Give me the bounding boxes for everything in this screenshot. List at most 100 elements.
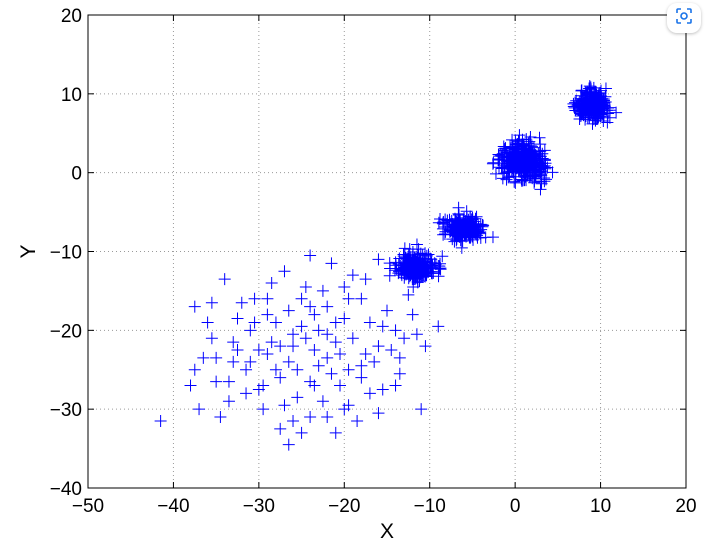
data-point (299, 280, 312, 293)
data-point (518, 167, 531, 180)
data-point (537, 161, 550, 174)
data-point (440, 218, 453, 231)
data-point (528, 176, 541, 189)
data-points (154, 80, 623, 451)
data-point (406, 245, 419, 258)
data-point (389, 324, 402, 337)
data-point (274, 340, 287, 353)
data-point (355, 359, 368, 372)
data-point (402, 288, 415, 301)
data-point (577, 107, 590, 120)
data-point (415, 403, 428, 416)
data-point (581, 86, 594, 99)
data-point (519, 165, 532, 178)
data-point (197, 351, 210, 364)
data-point (278, 399, 291, 412)
data-point (269, 363, 282, 376)
data-point (265, 277, 278, 290)
x-axis-label: X (380, 520, 394, 542)
data-point (205, 296, 218, 309)
data-point (304, 249, 317, 262)
data-point (528, 161, 541, 174)
data-point (610, 106, 623, 119)
data-point (321, 351, 334, 364)
lens-button[interactable] (667, 3, 701, 33)
data-point (295, 292, 308, 305)
data-point (368, 355, 381, 368)
data-point (589, 112, 602, 125)
data-point (383, 269, 396, 282)
data-point (359, 273, 372, 286)
data-point (257, 379, 270, 392)
data-point (231, 344, 244, 357)
data-point (222, 375, 235, 388)
data-point (338, 403, 351, 416)
data-point (321, 328, 334, 341)
data-point (282, 355, 295, 368)
data-point (419, 247, 432, 260)
y-axis-label: Y (17, 244, 40, 258)
data-point (420, 249, 433, 262)
data-point (509, 170, 522, 183)
data-point (321, 300, 334, 313)
data-point (355, 371, 368, 384)
data-point (338, 280, 351, 293)
data-point (261, 347, 274, 360)
data-point (432, 320, 445, 333)
data-point (533, 131, 546, 144)
data-point (218, 273, 231, 286)
data-point (465, 213, 478, 226)
data-point (291, 363, 304, 376)
data-point (372, 253, 385, 266)
data-point (240, 363, 253, 376)
data-point (469, 221, 482, 234)
data-point (261, 292, 274, 305)
data-point (299, 332, 312, 345)
data-point (240, 387, 253, 400)
data-point (579, 86, 592, 99)
x-tick-label: −10 (414, 496, 446, 517)
data-point (407, 280, 420, 293)
data-point (425, 267, 438, 280)
data-point (526, 160, 539, 173)
data-point (359, 347, 372, 360)
data-point (534, 144, 547, 157)
data-point (227, 355, 240, 368)
data-point (504, 148, 517, 161)
data-point (235, 296, 248, 309)
data-point (376, 320, 389, 333)
data-point (312, 324, 325, 337)
data-point (595, 92, 608, 105)
data-point (210, 375, 223, 388)
data-point (308, 308, 321, 321)
y-tick-label: −30 (50, 400, 82, 421)
data-point (304, 300, 317, 313)
data-point (443, 215, 456, 228)
data-point (342, 363, 355, 376)
data-point (334, 347, 347, 360)
data-point (274, 422, 287, 435)
lens-scan-icon (675, 7, 693, 30)
data-point (432, 270, 445, 283)
data-point (312, 359, 325, 372)
data-point (441, 220, 454, 233)
data-point (304, 411, 317, 424)
data-point (452, 201, 465, 214)
data-point (411, 252, 424, 265)
data-point (419, 340, 432, 353)
data-point (346, 332, 359, 345)
data-point (154, 414, 167, 427)
data-point (474, 231, 487, 244)
y-tick-label: −10 (50, 243, 82, 264)
data-point (282, 438, 295, 451)
data-point (231, 312, 244, 325)
data-point (278, 265, 291, 278)
data-point (252, 344, 265, 357)
data-point (244, 324, 257, 337)
data-point (248, 292, 261, 305)
x-tick-label: 10 (590, 496, 611, 517)
data-point (248, 316, 261, 329)
data-point (437, 228, 450, 241)
data-point (538, 172, 551, 185)
data-point (500, 173, 513, 186)
